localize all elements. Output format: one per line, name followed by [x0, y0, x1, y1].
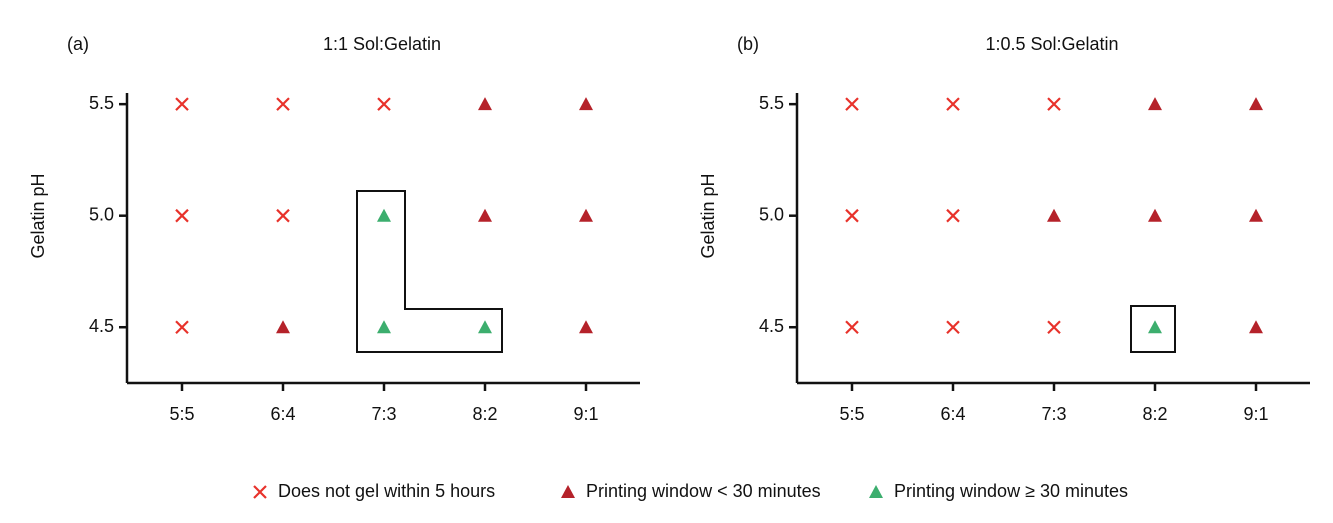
- y-axis-label: Gelatin pH: [28, 173, 48, 258]
- panel-title: 1:0.5 Sol:Gelatin: [985, 34, 1118, 54]
- legend-label: Printing window < 30 minutes: [586, 481, 821, 501]
- y-axis-label: Gelatin pH: [698, 173, 718, 258]
- data-point: Printing window < 30 minutes 9:1: [1249, 208, 1263, 222]
- y-tick-label: 5.0: [759, 204, 784, 224]
- data-point: Does not gel within 5 hours 5:5: [845, 208, 859, 223]
- legend-marker: [561, 485, 575, 498]
- x-tick-label: 9:1: [573, 404, 598, 424]
- x-tick-label: 5:5: [839, 404, 864, 424]
- data-point: Does not gel within 5 hours 5:5: [845, 320, 859, 335]
- data-point: Printing window < 30 minutes 8:2: [1148, 208, 1162, 222]
- x-tick-label: 8:2: [472, 404, 497, 424]
- data-point: Printing window < 30 minutes 8:2: [478, 208, 492, 222]
- data-point: Does not gel within 5 hours 6:4: [276, 208, 290, 223]
- data-point: Does not gel within 5 hours 6:4: [946, 320, 960, 335]
- window-outline: [356, 190, 503, 353]
- data-point: Does not gel within 5 hours 6:4: [946, 97, 960, 111]
- panel-label: (b): [737, 34, 759, 54]
- data-point: Printing window < 30 minutes 8:2: [478, 97, 492, 111]
- data-point: Does not gel within 5 hours 5:5: [175, 208, 189, 223]
- legend-marker: [869, 485, 883, 498]
- data-point: Printing window ≥ 30 minutes 7:3: [377, 320, 391, 334]
- legend-label: Does not gel within 5 hours: [278, 481, 495, 501]
- data-point: Printing window < 30 minutes 9:1: [579, 208, 593, 222]
- data-point: Printing window ≥ 30 minutes 7:3: [377, 208, 391, 222]
- legend-label: Printing window ≥ 30 minutes: [894, 481, 1128, 501]
- x-tick-label: 7:3: [371, 404, 396, 424]
- y-tick-label: 5.5: [89, 93, 114, 113]
- y-tick-label: 5.5: [759, 93, 784, 113]
- data-point: Printing window < 30 minutes 9:1: [579, 320, 593, 334]
- x-tick-label: 5:5: [169, 404, 194, 424]
- data-point: Printing window < 30 minutes 8:2: [1148, 97, 1162, 111]
- window-outline: [1130, 305, 1176, 353]
- x-tick-label: 9:1: [1243, 404, 1268, 424]
- panel-label: (a): [67, 34, 89, 54]
- data-point: Does not gel within 5 hours 6:4: [946, 208, 960, 223]
- legend-marker: [253, 485, 267, 499]
- data-point: Does not gel within 5 hours 7:3: [1047, 97, 1061, 111]
- data-point: Printing window < 30 minutes 9:1: [1249, 320, 1263, 334]
- data-point: Does not gel within 5 hours 5:5: [845, 97, 859, 111]
- data-point: Does not gel within 5 hours 7:3: [377, 97, 391, 111]
- data-point: Does not gel within 5 hours 7:3: [1047, 320, 1061, 335]
- data-point: Does not gel within 5 hours 5:5: [175, 320, 189, 335]
- data-point: Printing window < 30 minutes 6:4: [276, 320, 290, 334]
- data-point: Printing window ≥ 30 minutes 8:2: [1148, 320, 1162, 334]
- y-tick-label: 4.5: [759, 316, 784, 336]
- panel-title: 1:1 Sol:Gelatin: [323, 34, 441, 54]
- y-tick-label: 5.0: [89, 204, 114, 224]
- data-point: Printing window < 30 minutes 9:1: [1249, 97, 1263, 111]
- data-point: Does not gel within 5 hours 6:4: [276, 97, 290, 111]
- data-point: Printing window < 30 minutes 7:3: [1047, 208, 1061, 222]
- x-tick-label: 8:2: [1142, 404, 1167, 424]
- x-tick-label: 6:4: [270, 404, 295, 424]
- data-point: Does not gel within 5 hours 5:5: [175, 97, 189, 111]
- data-point: Printing window < 30 minutes 9:1: [579, 97, 593, 111]
- x-tick-label: 7:3: [1041, 404, 1066, 424]
- x-tick-label: 6:4: [940, 404, 965, 424]
- y-tick-label: 4.5: [89, 316, 114, 336]
- data-point: Printing window ≥ 30 minutes 8:2: [478, 320, 492, 334]
